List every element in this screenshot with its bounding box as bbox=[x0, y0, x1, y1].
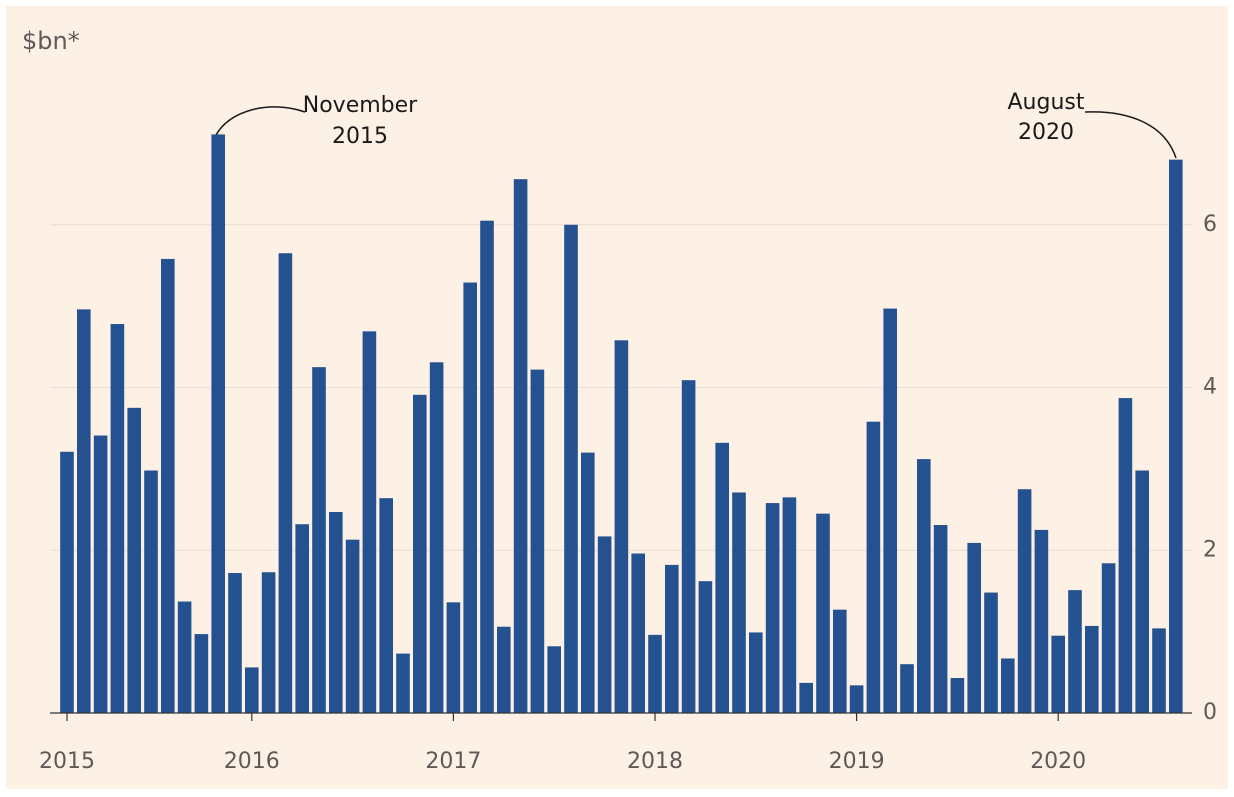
bar bbox=[933, 525, 948, 713]
bar bbox=[917, 459, 931, 713]
bar bbox=[648, 634, 662, 713]
bar bbox=[77, 309, 91, 713]
bar bbox=[715, 442, 729, 713]
bar bbox=[950, 678, 965, 713]
bar bbox=[1101, 563, 1116, 713]
bar bbox=[849, 685, 864, 713]
bar bbox=[883, 308, 897, 713]
annotation: November bbox=[303, 93, 418, 118]
bar bbox=[362, 331, 377, 713]
x-tick-label: 2019 bbox=[829, 749, 885, 774]
bar bbox=[1001, 658, 1015, 713]
bar bbox=[161, 258, 175, 713]
annotation-line bbox=[1084, 111, 1177, 159]
bar bbox=[799, 682, 813, 713]
y-tick-label: 0 bbox=[1203, 700, 1217, 725]
bar bbox=[681, 380, 696, 713]
bar bbox=[446, 602, 461, 713]
bar bbox=[329, 512, 343, 713]
x-tick-label: 2016 bbox=[224, 749, 280, 774]
x-tick-label: 2020 bbox=[1030, 749, 1086, 774]
bar bbox=[698, 581, 713, 713]
annotation: August bbox=[1008, 90, 1085, 115]
bar bbox=[278, 253, 293, 713]
bar bbox=[93, 435, 108, 713]
y-tick-label: 6 bbox=[1203, 212, 1217, 237]
bar bbox=[597, 536, 612, 713]
bar bbox=[1135, 470, 1149, 713]
bar bbox=[833, 609, 847, 713]
bar bbox=[1118, 398, 1133, 713]
bar bbox=[816, 513, 830, 713]
bar bbox=[900, 664, 914, 713]
y-tick-label: 2 bbox=[1203, 537, 1217, 562]
bar bbox=[396, 653, 410, 713]
bar bbox=[245, 667, 259, 713]
bar bbox=[413, 394, 427, 713]
bar bbox=[749, 632, 763, 713]
bar bbox=[480, 220, 494, 713]
bar bbox=[177, 601, 192, 713]
bar bbox=[1152, 628, 1166, 713]
bar bbox=[110, 324, 125, 713]
bar bbox=[312, 367, 326, 713]
bar bbox=[1169, 159, 1183, 713]
bar bbox=[1034, 529, 1049, 713]
bar bbox=[1068, 590, 1082, 713]
bar bbox=[194, 634, 209, 713]
bar bbox=[497, 626, 511, 713]
bar bbox=[379, 498, 393, 713]
bar bbox=[211, 134, 225, 713]
bar bbox=[127, 407, 141, 713]
bar bbox=[631, 553, 645, 713]
bar bbox=[228, 573, 242, 713]
bar bbox=[295, 524, 309, 713]
bar bbox=[530, 369, 545, 713]
bar bbox=[144, 470, 158, 713]
bar bbox=[614, 340, 629, 713]
x-tick-label: 2018 bbox=[627, 749, 683, 774]
annotation: 2020 bbox=[1018, 120, 1074, 145]
bar bbox=[765, 503, 780, 713]
bar bbox=[513, 179, 528, 713]
bar bbox=[564, 224, 578, 713]
bar bbox=[581, 452, 595, 713]
bar bbox=[1051, 635, 1065, 713]
bar bbox=[782, 497, 797, 713]
bar bbox=[1085, 625, 1099, 713]
bar bbox=[665, 564, 679, 713]
y-tick-label: 4 bbox=[1203, 375, 1217, 400]
bar bbox=[463, 282, 477, 713]
y-axis-label: $bn* bbox=[22, 27, 80, 55]
bar bbox=[732, 492, 746, 713]
bar bbox=[866, 421, 881, 713]
bar bbox=[547, 646, 561, 713]
bar bbox=[1017, 489, 1032, 713]
bar bbox=[345, 539, 360, 713]
annotation: 2015 bbox=[332, 124, 388, 149]
bar bbox=[60, 451, 74, 713]
bar bbox=[429, 362, 444, 713]
x-tick-label: 2017 bbox=[425, 749, 481, 774]
bar bbox=[967, 542, 981, 713]
bar bbox=[984, 592, 998, 713]
bar bbox=[261, 572, 276, 713]
annotation-line bbox=[215, 106, 306, 136]
x-tick-label: 2015 bbox=[39, 749, 95, 774]
